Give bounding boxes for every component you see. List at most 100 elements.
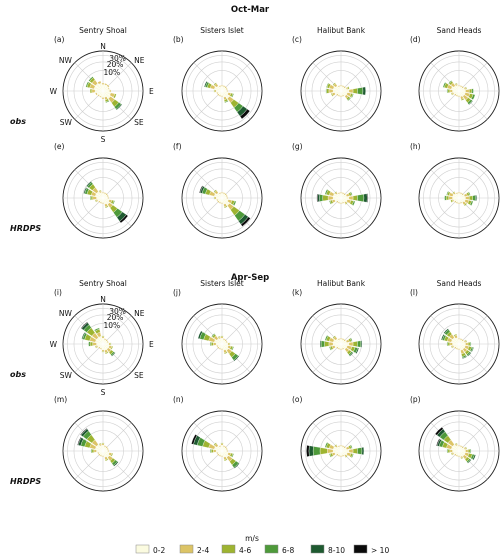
wind-bar-g-d3-b3	[349, 191, 353, 196]
wind-bar-b-d12-b1	[214, 89, 217, 93]
wind-bar-h-d15-b1	[455, 192, 459, 195]
wind-bar-c-d4-b4	[362, 86, 366, 96]
wind-bar-a-d5-b2	[113, 93, 117, 99]
compass-label-w: W	[50, 87, 58, 96]
wind-bar-h-d2-b1	[461, 193, 464, 196]
wind-bar-p-d13-b5	[435, 438, 441, 447]
wind-bar-k-d0-b1	[339, 338, 343, 340]
wind-bar-e-d1-b1	[103, 192, 107, 195]
radial-tick-label: 30%	[109, 307, 126, 316]
wind-bar-i-d4-b1	[108, 342, 111, 346]
wind-bar-p-d8-b1	[457, 455, 461, 457]
wind-bar-g-d8-b1	[339, 202, 343, 204]
angular-gridline	[312, 343, 342, 373]
compass-label-nw: NW	[59, 56, 73, 65]
wind-bar-b-d1-b1	[222, 85, 226, 88]
wind-bar-f-d0-b1	[220, 192, 224, 194]
wind-bar-p-d11-b2	[450, 452, 453, 456]
wind-bar-l-d15-b2	[453, 333, 458, 337]
wind-bar-l-d6-b4	[467, 352, 472, 357]
wind-bar-j-d1-b1	[222, 338, 226, 341]
angular-gridline	[458, 169, 488, 199]
wind-bar-m-d13-b5	[77, 436, 82, 446]
angular-gridline	[193, 450, 223, 480]
wind-bar-l-d12-b3	[446, 341, 449, 347]
wind-bar-p-d7-b2	[460, 457, 464, 460]
legend-swatch	[310, 544, 325, 554]
wind-bar-h-d9-b1	[455, 201, 459, 204]
wind-bar-i-d0-b2	[101, 335, 105, 337]
panel-letter: (n)	[173, 395, 184, 404]
wind-bar-m-d3-b1	[106, 447, 109, 451]
wind-bar-c-d15-b1	[337, 85, 341, 88]
wind-rose-c	[300, 50, 382, 132]
legend-swatch	[353, 544, 368, 554]
wind-bar-d-d12-b3	[446, 88, 449, 94]
wind-bar-a-d6-b4	[115, 103, 123, 111]
wind-bar-i-d14-b5	[80, 321, 88, 329]
wind-bar-e-d9-b1	[99, 201, 103, 204]
wind-bar-h-d5-b3	[469, 200, 474, 206]
wind-bar-b-d15-b1	[218, 85, 222, 88]
wind-bar-f-d6-b5	[240, 216, 251, 227]
wind-rose-o	[300, 410, 382, 492]
wind-bar-m-d0-b2	[101, 442, 105, 444]
wind-bar-g-d4-b4	[363, 193, 368, 203]
wind-bar-a-d12-b2	[89, 88, 93, 94]
wind-bar-d-d13-b3	[442, 81, 447, 88]
wind-bar-e-d10-b1	[98, 200, 101, 203]
wind-bar-n-d0-b1	[220, 443, 224, 446]
wind-bar-i-d7-b2	[104, 351, 109, 355]
wind-bar-m-d12-b3	[90, 448, 93, 454]
wind-bar-a-d13-b3	[85, 81, 90, 88]
wind-bar-k-d10-b1	[336, 346, 339, 349]
wind-bar-b-d9-b1	[218, 94, 222, 97]
legend-title: m/s	[245, 534, 259, 543]
wind-bar-d-d9-b1	[455, 94, 459, 97]
wind-bar-g-d5-b3	[351, 200, 356, 206]
wind-bar-n-d7-b2	[223, 458, 228, 462]
wind-bar-g-d4-b5	[366, 193, 369, 203]
wind-bar-b-d11-b1	[216, 91, 219, 95]
wind-bar-c-d11-b2	[330, 92, 334, 97]
compass-label-n: N	[100, 295, 106, 304]
panel-letter: (h)	[410, 142, 421, 151]
wind-bar-i-d10-b1	[98, 346, 101, 349]
wind-bar-j-d0-b2	[220, 335, 224, 337]
wind-bar-n-d1-b1	[222, 445, 226, 448]
wind-bar-k-d4-b2	[352, 341, 358, 347]
wind-bar-i-d3-b1	[106, 340, 109, 344]
wind-bar-i-d6-b4	[111, 352, 116, 357]
wind-bar-h-d11-b2	[450, 199, 453, 203]
panel-letter: (e)	[54, 142, 65, 151]
legend-label: > 10	[371, 546, 389, 555]
wind-bar-k-d1-b1	[341, 338, 345, 341]
wind-bar-f-d10-b1	[217, 200, 220, 203]
wind-bar-l-d1-b1	[459, 338, 463, 341]
wind-bar-m-d12-b1	[93, 449, 97, 453]
wind-bar-c-d7-b1	[341, 94, 345, 97]
wind-bar-n-d14-b2	[213, 442, 217, 446]
wind-bar-e-d11-b2	[94, 199, 97, 203]
wind-bar-o-d1-b1	[341, 445, 345, 448]
wind-bar-f-d9-b1	[218, 201, 222, 204]
wind-bar-k-d12-b3	[320, 340, 325, 348]
wind-bar-f-d3-b1	[225, 194, 228, 198]
wind-bar-d-d12-b1	[449, 89, 453, 93]
wind-bar-h-d10-b1	[454, 200, 457, 203]
wind-bar-o-d12-b5	[306, 445, 310, 457]
wind-bar-l-d3-b2	[465, 339, 468, 343]
wind-bar-g-d12-b2	[322, 194, 329, 202]
wind-bar-o-d9-b1	[337, 454, 341, 457]
legend-label: 2-4	[197, 546, 209, 555]
wind-bar-n-d8-b1	[220, 455, 224, 457]
angular-gridline	[221, 169, 251, 199]
wind-bar-h-d14-b2	[452, 191, 455, 194]
wind-bar-o-d4-b4	[361, 447, 365, 455]
wind-bar-d-d14-b3	[448, 80, 453, 85]
wind-bar-a-d3-b1	[107, 87, 110, 90]
wind-bar-p-d4-b3	[469, 448, 472, 454]
wind-bar-n-d0-b2	[220, 442, 224, 444]
wind-bar-o-d13-b3	[324, 441, 329, 448]
angular-gridline	[340, 169, 370, 199]
